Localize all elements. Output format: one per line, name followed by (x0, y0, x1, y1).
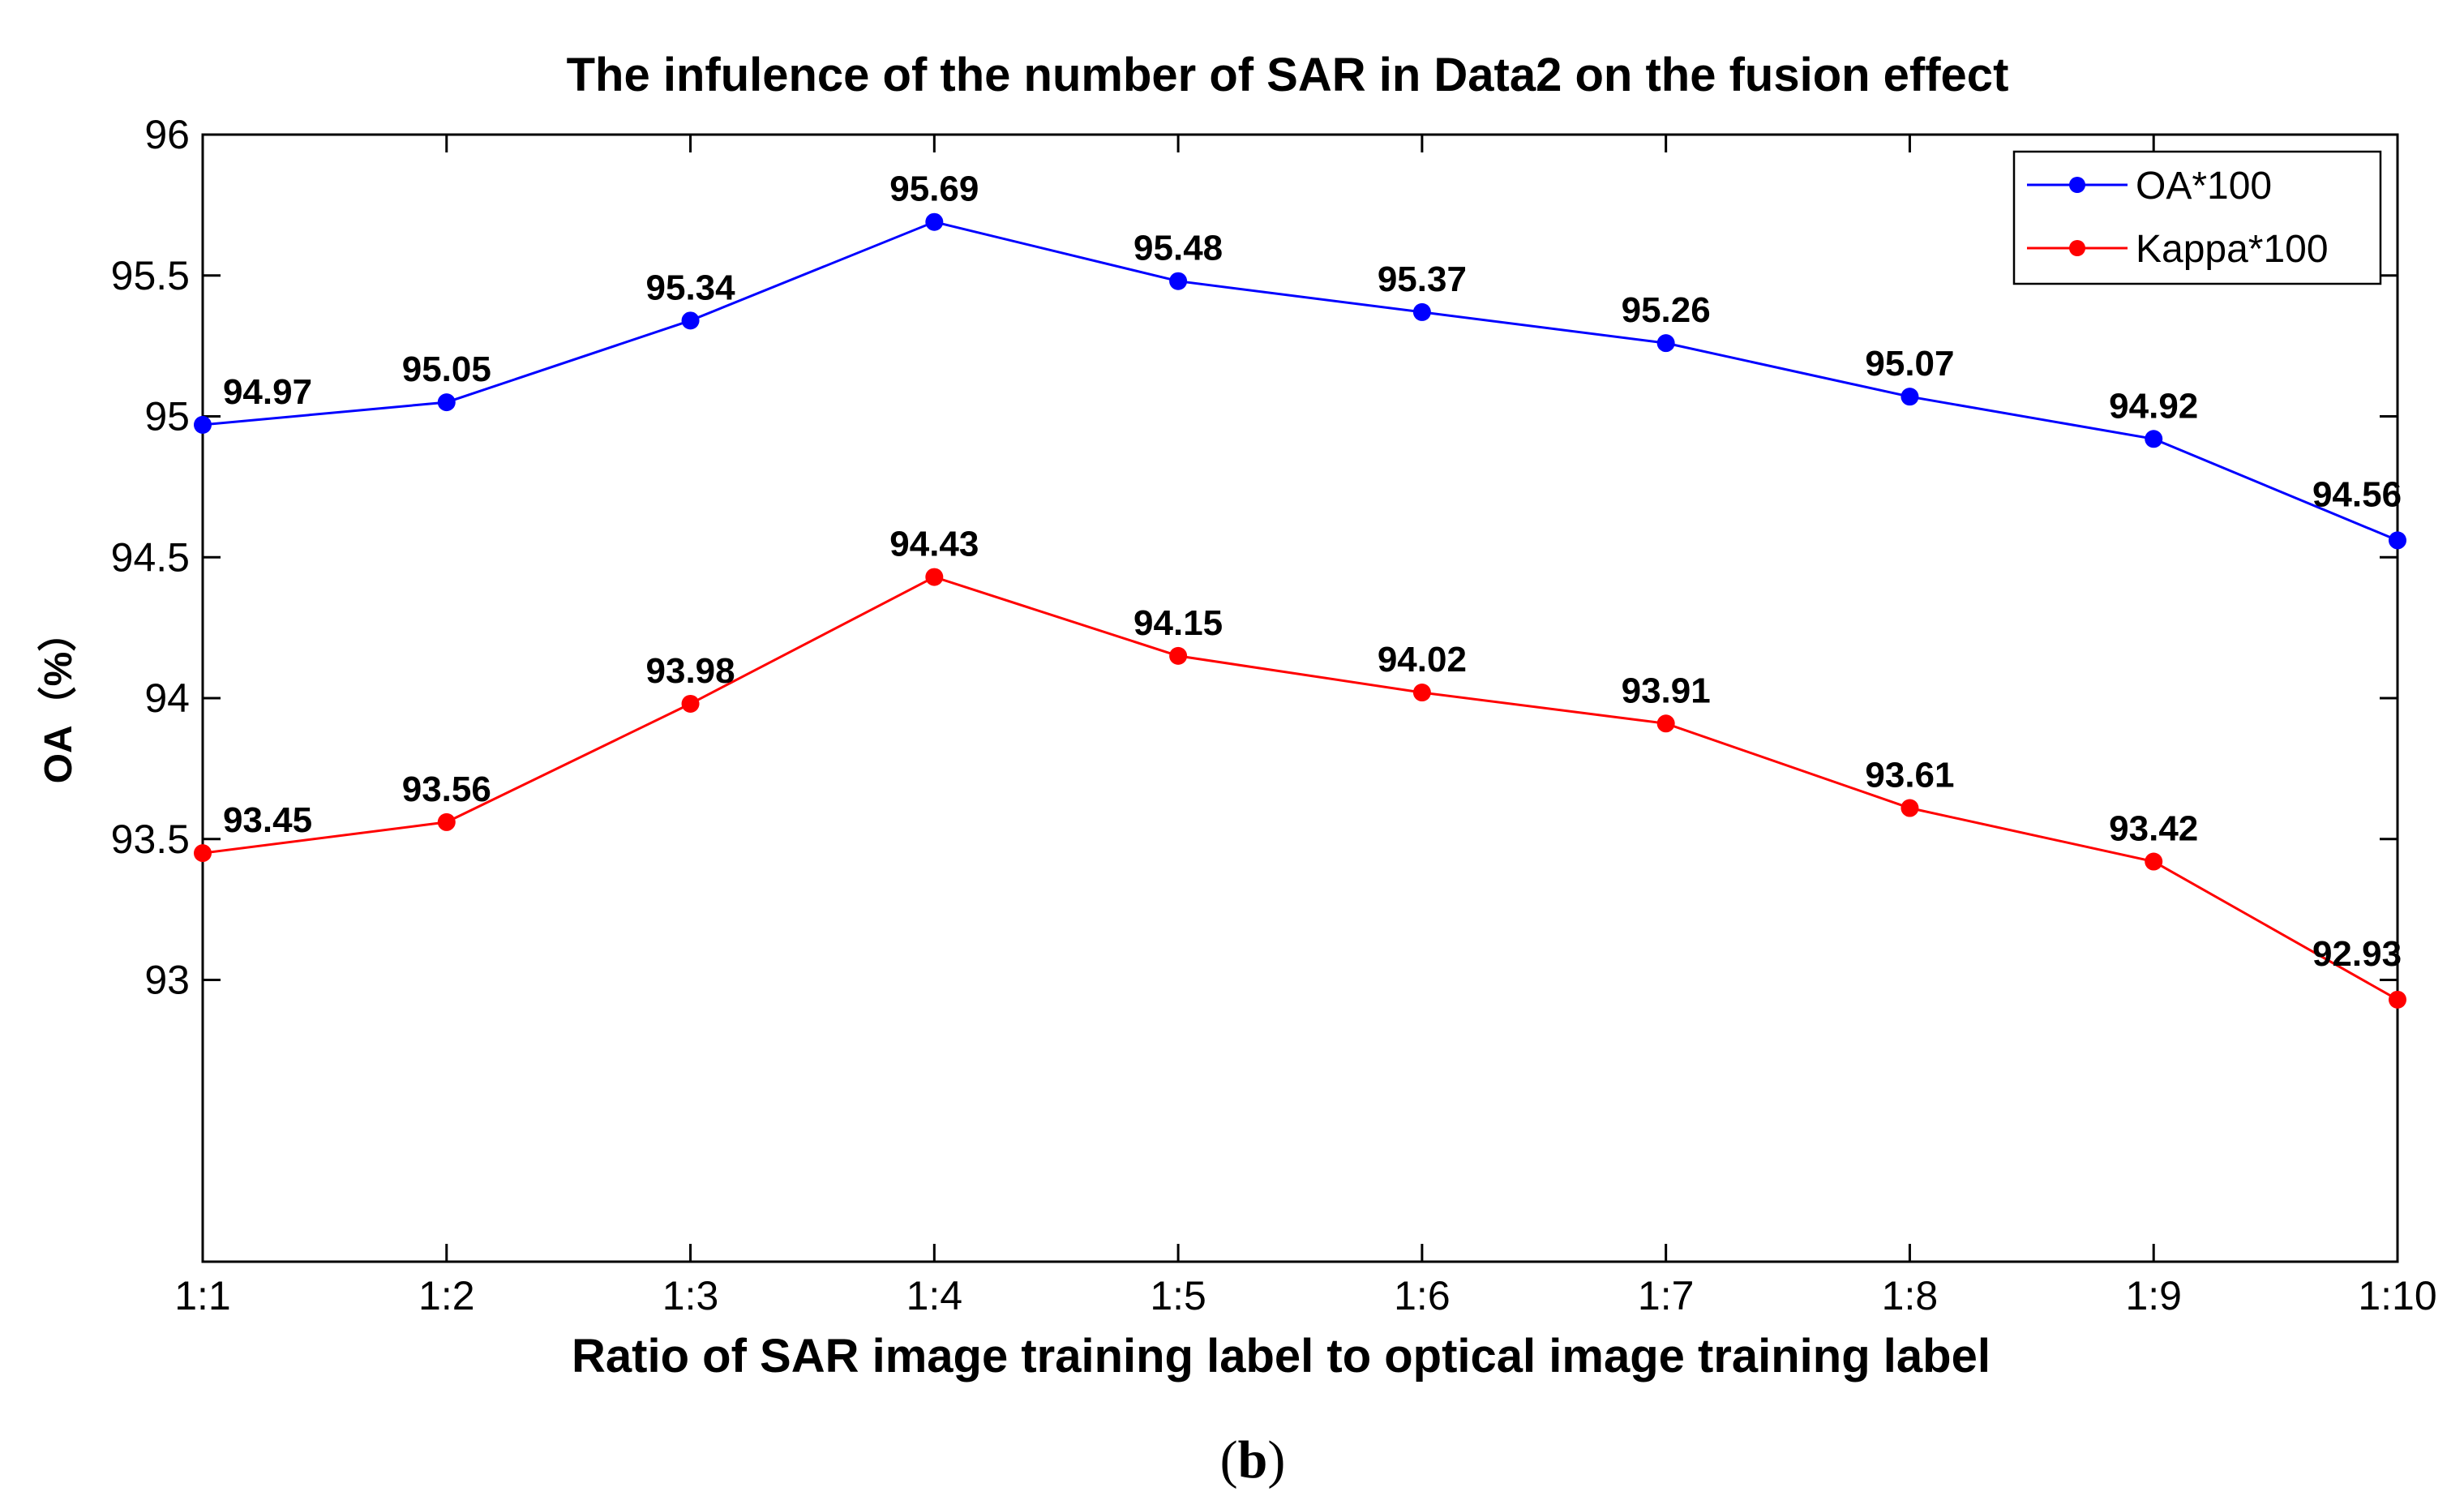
y-tick-label: 93 (144, 958, 190, 1003)
legend[interactable]: OA*100 Kappa*100 (2012, 150, 2382, 285)
y-tick-label: 94 (144, 675, 190, 721)
y-tick-label: 95.5 (111, 253, 190, 298)
data-point-oa[interactable] (925, 212, 944, 231)
data-label-kappa: 94.43 (889, 525, 979, 564)
figure-caption: (b) (1220, 1430, 1286, 1490)
x-tick-label: 1:3 (662, 1273, 719, 1318)
data-point-oa[interactable] (437, 393, 456, 412)
caption-close-paren: ) (1267, 1430, 1285, 1490)
series-line-kappa (202, 575, 2398, 1001)
caption-open-paren: ( (1220, 1430, 1238, 1490)
x-tick-label: 1:10 (2358, 1273, 2436, 1318)
legend-label-kappa: Kappa*100 (2136, 228, 2329, 271)
data-point-kappa[interactable] (925, 568, 944, 586)
legend-marker-oa (2069, 177, 2085, 193)
data-label-oa: 95.48 (1133, 229, 1223, 268)
series-layer: 94.97 95.05 95.34 95.69 95.48 95.37 95.26 95.07… (194, 169, 2406, 1009)
data-label-oa: 95.37 (1378, 259, 1467, 299)
data-label-oa: 95.05 (402, 349, 491, 389)
data-label-oa: 95.34 (646, 268, 736, 307)
y-axis-label: OA（%） (37, 613, 80, 784)
y-tick-label: 94.5 (111, 534, 190, 580)
y-tick-label: 95 (144, 394, 190, 439)
data-point-oa[interactable] (194, 415, 212, 434)
legend-marker-kappa (2069, 240, 2085, 256)
data-point-kappa[interactable] (1656, 714, 1675, 733)
data-point-oa[interactable] (1656, 334, 1675, 353)
data-label-kappa: 93.61 (1865, 756, 1954, 795)
data-point-kappa[interactable] (681, 694, 700, 713)
legend-box (2012, 150, 2382, 285)
x-tick-label: 1:2 (418, 1273, 475, 1318)
data-point-kappa[interactable] (1900, 799, 1919, 817)
data-point-kappa[interactable] (437, 812, 456, 831)
data-label-kappa: 93.56 (402, 770, 491, 809)
x-tick-label: 1:5 (1150, 1273, 1206, 1318)
data-label-kappa: 93.45 (223, 800, 312, 840)
data-label-oa: 94.56 (2312, 474, 2402, 514)
data-label-kappa: 93.91 (1622, 671, 1711, 710)
y-tick-label: 96 (144, 112, 190, 157)
data-label-oa: 95.26 (1622, 290, 1711, 330)
data-point-kappa[interactable] (2145, 852, 2163, 871)
data-point-oa[interactable] (2145, 430, 2163, 448)
data-label-oa: 94.92 (2109, 386, 2198, 426)
chart-title: The infulence of the number of SAR in Da… (567, 49, 2009, 101)
x-tick-label: 1:4 (906, 1273, 963, 1318)
data-label-oa: 95.69 (889, 169, 979, 209)
data-point-oa[interactable] (1900, 388, 1919, 406)
x-tick-label: 1:1 (174, 1273, 231, 1318)
x-tick-label: 1:7 (1638, 1273, 1695, 1318)
data-point-oa[interactable] (1169, 272, 1188, 290)
data-label-kappa: 93.42 (2109, 809, 2198, 849)
data-label-kappa: 94.15 (1133, 603, 1223, 643)
data-point-kappa[interactable] (2389, 990, 2406, 1009)
legend-label-oa: OA*100 (2136, 165, 2272, 208)
data-label-kappa: 92.93 (2312, 934, 2402, 974)
x-tick-label: 1:6 (1394, 1273, 1451, 1318)
data-label-kappa: 94.02 (1378, 640, 1467, 679)
data-point-kappa[interactable] (1169, 646, 1188, 665)
y-tick-label: 93.5 (111, 817, 190, 862)
data-label-oa: 94.97 (223, 372, 312, 412)
data-point-oa[interactable] (2389, 531, 2406, 550)
caption-letter: b (1238, 1430, 1268, 1490)
data-point-kappa[interactable] (194, 844, 212, 863)
x-tick-label: 1:9 (2125, 1273, 2182, 1318)
data-point-kappa[interactable] (1412, 684, 1431, 702)
data-label-kappa: 93.98 (646, 651, 735, 691)
x-tick-label: 1:8 (1882, 1273, 1939, 1318)
series-line-oa (202, 221, 2398, 542)
data-point-oa[interactable] (1412, 302, 1431, 321)
x-axis-label: Ratio of SAR image training label to opt… (572, 1330, 1990, 1383)
data-label-oa: 95.07 (1865, 344, 1954, 384)
x-axis: 1:1 1:2 1:3 1:4 1:5 1:6 1:7 1:8 1:9 1:10 (174, 135, 2437, 1318)
data-point-oa[interactable] (681, 311, 700, 330)
y-axis: 93 93.5 94 94.5 95 95.5 96 (111, 112, 2398, 1003)
